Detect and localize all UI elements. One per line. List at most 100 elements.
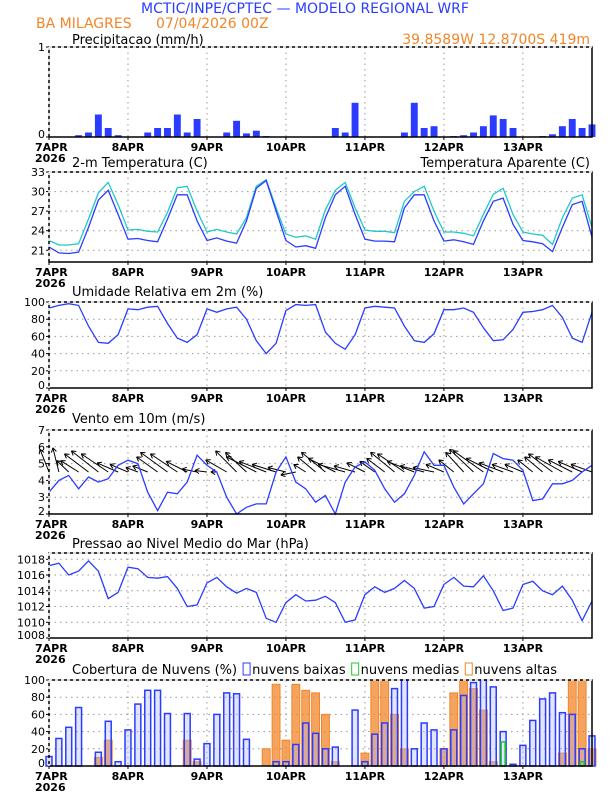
x-tick-label: 13APR [503, 266, 544, 279]
cloud-bar-low [183, 712, 191, 767]
y-tick-label: 33 [31, 166, 45, 179]
wind-arrowhead [38, 448, 45, 455]
cloud-bar-low [331, 746, 340, 767]
cloud-bar-low [469, 681, 478, 767]
precip-bar [351, 102, 359, 137]
header-run: 07/04/2026 00Z [156, 16, 269, 32]
x-tick-label: 11APR [345, 392, 386, 405]
wind-vector [239, 460, 267, 473]
wind-vector [297, 456, 316, 473]
wind-arrowhead [225, 456, 232, 462]
wind-arrowhead [64, 453, 70, 459]
panel-title-precip: Precipitacao (mm/h) [72, 33, 204, 48]
y-tick-label: 60 [31, 708, 45, 721]
wind-arrowhead [517, 459, 523, 465]
precip-bar [104, 128, 112, 137]
y-tick-label: 40 [31, 726, 45, 739]
cloud-bar-low [94, 751, 103, 767]
panel-precip: 0 1 7APR 8APR 9APR 10APR 11APR 12APR 13APR 2026 [35, 41, 596, 165]
y-tick-label: 3 [38, 491, 45, 504]
cloud-bar-low [538, 698, 547, 767]
x-tick-label: 9APR [191, 770, 224, 783]
wind-arrowhead [399, 464, 406, 470]
precip-bar [578, 128, 586, 137]
wind-arrowhead [366, 457, 372, 464]
y-tick-label: 1010 [17, 616, 45, 629]
x-tick-label: 10APR [266, 518, 307, 531]
cloud-bar-low [450, 729, 458, 767]
y-tick-label: 2 [38, 505, 45, 518]
wind-vector [251, 463, 277, 473]
wind-vector [64, 453, 89, 473]
precip-bar [400, 132, 408, 137]
wind-vector [205, 459, 227, 473]
wind-vector [125, 466, 139, 473]
wind-arrowhead [370, 451, 376, 458]
y-tick-label: 20 [31, 743, 45, 756]
x-tick-label: 10APR [266, 642, 307, 655]
x-tick-label: 7APR [35, 642, 68, 655]
wind-vector [528, 453, 553, 473]
legend-high-swatch [464, 662, 473, 676]
panel-title-pressure: Pressao ao Nivel Medio do Mar (hPa) [72, 537, 309, 552]
cloud-bar-low [163, 712, 172, 767]
x-tick-label: 10APR [266, 770, 307, 783]
precip-bar [549, 134, 556, 137]
wind-vector [293, 464, 306, 473]
wind-vector [535, 456, 563, 473]
wind-arrowhead [140, 451, 146, 458]
y-tick-label: 0 [38, 757, 45, 770]
wind-arrowhead [80, 453, 87, 459]
precip-bar [173, 114, 181, 137]
cloud-bar-low [371, 733, 379, 767]
series-line-pressure [48, 559, 593, 624]
wind-arrowhead [307, 457, 314, 463]
cloud-bar-low [420, 722, 428, 767]
wind-arrowhead [60, 460, 66, 466]
precip-bar [470, 132, 477, 137]
x-tick-label: 12APR [424, 770, 465, 783]
precip-bar [489, 115, 497, 137]
y-tick-label: 0 [38, 379, 45, 392]
x-tick-label: 11APR [345, 518, 386, 531]
cloud-bar-low [568, 713, 576, 767]
x-year-label: 2026 [35, 403, 66, 416]
wind-arrowhead [425, 463, 431, 469]
wind-vector [449, 448, 474, 473]
x-tick-label: 12APR [424, 392, 465, 405]
cloud-bar-low [351, 709, 359, 767]
header-title: MCTIC/INPE/CPTEC — MODELO REGIONAL WRF [141, 1, 469, 17]
x-year-label: 2026 [35, 152, 66, 165]
wind-vector [366, 457, 385, 473]
y-tick-label: 1 [38, 41, 45, 54]
x-tick-label: 8APR [112, 518, 145, 531]
cloud-bar-low [124, 729, 132, 767]
series-line-temp [48, 179, 593, 255]
wind-vector [425, 463, 445, 473]
x-tick-label: 10APR [266, 141, 307, 154]
y-tick-label: 4 [38, 474, 45, 487]
x-tick-label: 11APR [345, 141, 386, 154]
y-tick-label: 27 [31, 205, 45, 218]
x-tick-label: 8APR [112, 642, 145, 655]
legend-low-swatch [242, 662, 251, 676]
y-tick-label: 21 [31, 244, 45, 257]
cloud-bar-low [479, 679, 488, 767]
precip-bar [331, 128, 339, 137]
wind-arrowhead [70, 450, 77, 456]
wind-vector [400, 465, 425, 473]
precip-bar [94, 114, 102, 137]
wind-vector [280, 471, 296, 476]
panel-title-rh: Umidade Relativa em 2m (%) [72, 285, 263, 300]
wind-arrowhead [524, 456, 530, 462]
wind-vector [215, 450, 237, 473]
y-tick-label: 1018 [17, 553, 45, 566]
wind-vector [524, 456, 543, 473]
precip-bar [114, 135, 122, 137]
wind-arrowhead [449, 448, 455, 455]
cloud-bar-low [410, 748, 419, 767]
cloud-bar-low [193, 758, 201, 767]
panel-title-temp: 2-m Temperatura (C) [72, 156, 208, 171]
x-tick-label: 11APR [345, 642, 386, 655]
